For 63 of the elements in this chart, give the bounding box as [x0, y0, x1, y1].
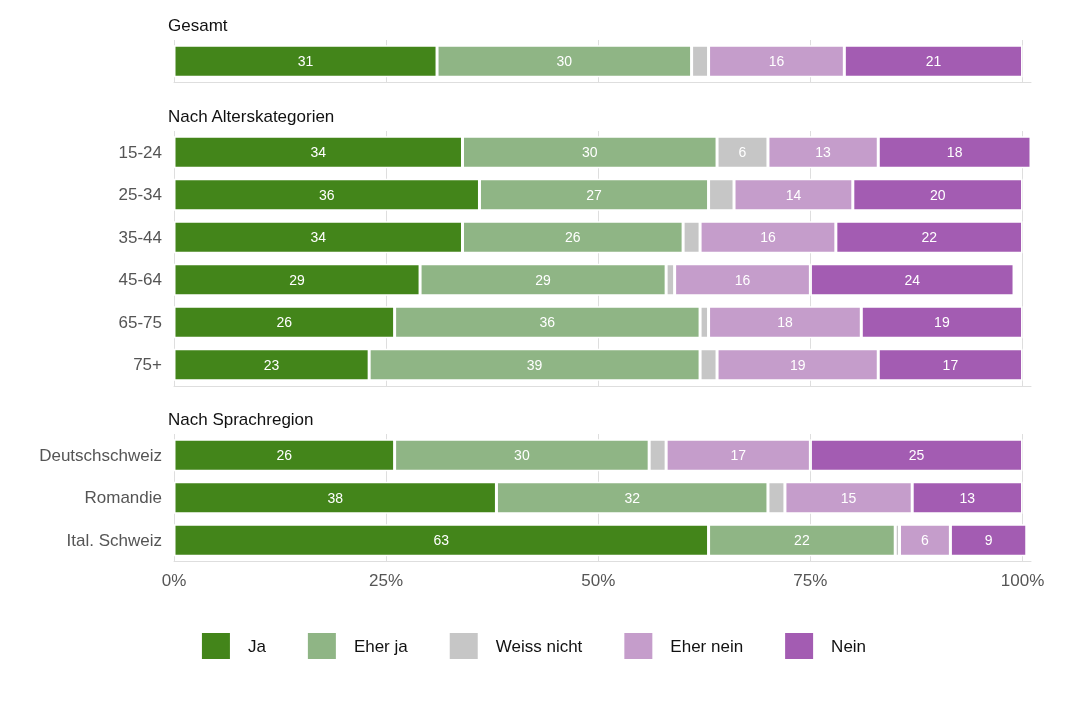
data-label: 6	[921, 531, 930, 548]
data-label: 16	[768, 53, 785, 70]
data-label: 30	[581, 143, 598, 160]
y-tick-label: 45-64	[118, 269, 162, 289]
data-label: 36	[539, 313, 556, 330]
y-tick-label: 15-24	[118, 142, 162, 162]
data-label: 18	[946, 143, 963, 160]
data-label: 34	[310, 228, 327, 245]
data-label: 16	[760, 228, 776, 245]
data-label: 18	[777, 313, 793, 330]
data-label: 6	[738, 143, 747, 160]
data-label: 32	[624, 489, 641, 506]
x-tick-label: 25%	[369, 570, 404, 589]
x-tick-label: 50%	[581, 570, 616, 589]
data-label: 30	[556, 53, 573, 70]
y-tick-label: 35-44	[118, 227, 162, 247]
y-tick-label: Romandie	[84, 487, 162, 507]
data-label: 17	[730, 446, 747, 463]
data-label: 23	[263, 356, 280, 373]
y-tick-label: Deutschschweiz	[39, 445, 162, 465]
data-label: 19	[934, 313, 950, 330]
data-label: 21	[925, 53, 942, 70]
data-label: 19	[789, 356, 806, 373]
y-tick-label: Ital. Schweiz	[66, 530, 162, 550]
legend-label: Ja	[247, 636, 267, 655]
data-label: 29	[535, 271, 552, 288]
legend-label: Eher ja	[353, 636, 409, 655]
data-label: 22	[921, 228, 938, 245]
data-label: 15	[840, 489, 857, 506]
x-tick-label: 100%	[1000, 570, 1045, 589]
data-label: 24	[904, 271, 921, 288]
data-label: 13	[815, 143, 832, 160]
data-label: 22	[794, 531, 810, 548]
data-label: 27	[586, 186, 603, 203]
y-tick-label: 75+	[133, 354, 163, 374]
data-label: 16	[734, 271, 751, 288]
data-label: 26	[276, 313, 293, 330]
y-tick-label: 25-34	[118, 184, 162, 204]
data-label: 34	[310, 143, 327, 160]
x-tick-label: 75%	[793, 570, 828, 589]
data-label: 39	[526, 356, 543, 373]
data-label: 13	[959, 489, 976, 506]
data-label: 26	[565, 228, 581, 245]
data-label: 20	[929, 186, 946, 203]
data-label: 26	[276, 446, 293, 463]
data-label: 31	[297, 53, 314, 70]
data-label: 36	[318, 186, 335, 203]
data-label: 14	[785, 186, 802, 203]
chart-title: Gesamt	[168, 16, 228, 35]
legend-label: Nein	[831, 636, 867, 655]
data-label: 63	[433, 531, 450, 548]
y-tick-label: 65-75	[118, 312, 162, 332]
data-label: 17	[942, 356, 959, 373]
chart-title: Nach Sprachregion	[168, 409, 314, 429]
data-label: 38	[327, 489, 344, 506]
data-label: 29	[289, 271, 306, 288]
legend-label: Weiss nicht	[495, 636, 583, 655]
legend-label: Eher nein	[670, 636, 744, 655]
data-label: 9	[984, 531, 993, 548]
data-label: 25	[908, 446, 925, 463]
x-tick-label: 0%	[161, 570, 187, 589]
data-label: 30	[514, 446, 530, 463]
chart-title: Nach Alterskategorien	[168, 106, 335, 126]
